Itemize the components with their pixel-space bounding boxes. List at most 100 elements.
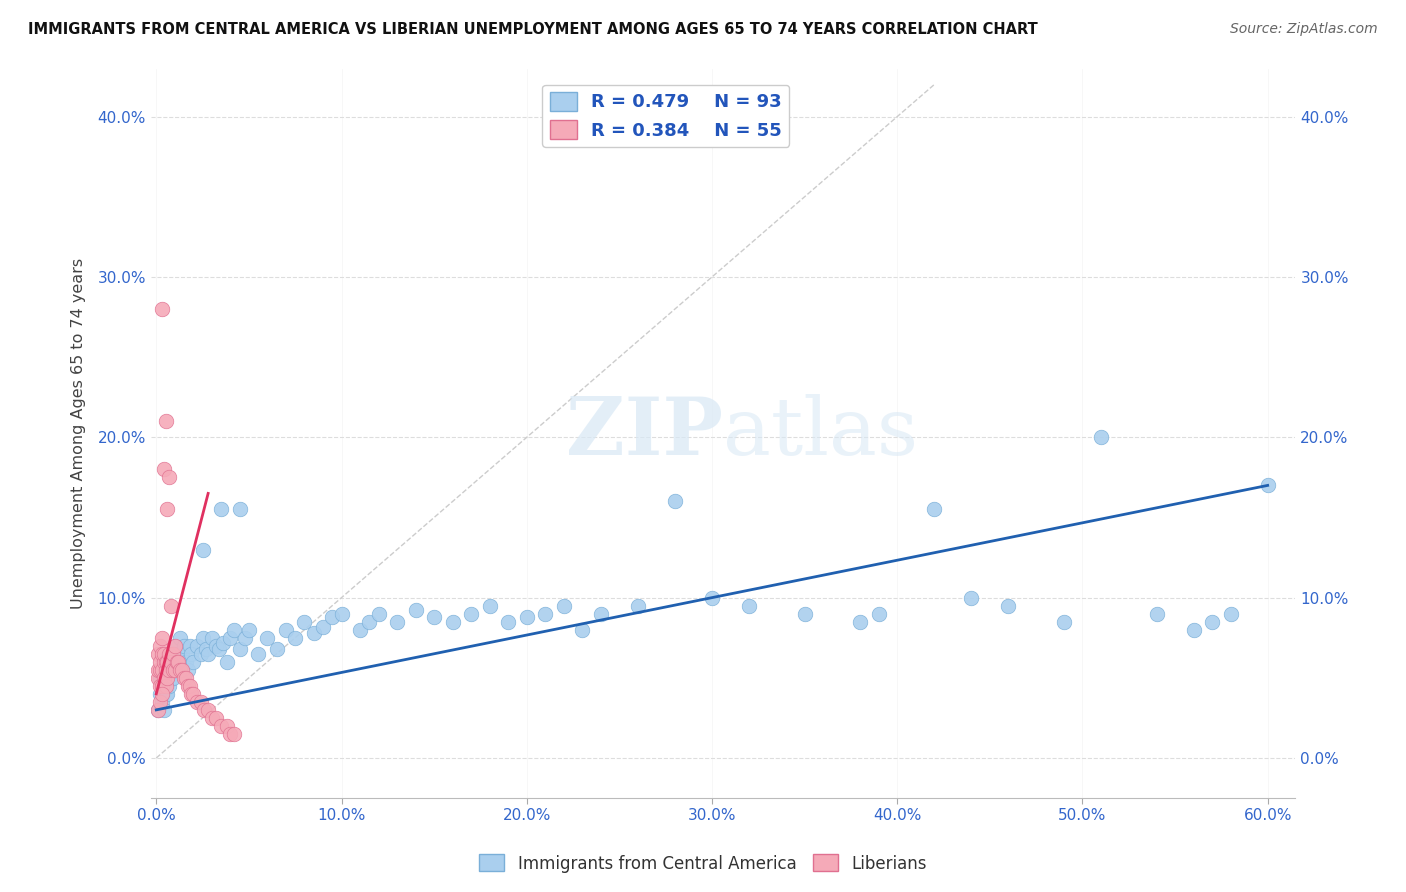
Point: [162, 671, 184, 685]
Point: [849, 615, 872, 629]
Point: [180, 687, 202, 701]
Point: [152, 679, 174, 693]
Point: [179, 679, 201, 693]
Point: [349, 623, 371, 637]
Point: [150, 663, 173, 677]
Text: IMMIGRANTS FROM CENTRAL AMERICA VS LIBERIAN UNEMPLOYMENT AMONG AGES 65 TO 74 YEA: IMMIGRANTS FROM CENTRAL AMERICA VS LIBER…: [28, 22, 1038, 37]
Point: [152, 462, 174, 476]
Point: [233, 631, 256, 645]
Point: [215, 655, 238, 669]
Point: [180, 647, 202, 661]
Point: [169, 655, 191, 669]
Point: [146, 663, 169, 677]
Point: [186, 695, 208, 709]
Point: [209, 502, 232, 516]
Point: [156, 663, 179, 677]
Point: [274, 623, 297, 637]
Point: [321, 610, 343, 624]
Point: [193, 703, 215, 717]
Point: [150, 631, 173, 645]
Point: [150, 687, 173, 701]
Point: [922, 502, 945, 516]
Point: [312, 619, 335, 633]
Point: [156, 671, 179, 685]
Point: [359, 615, 381, 629]
Point: [186, 639, 208, 653]
Point: [190, 695, 212, 709]
Point: [157, 470, 180, 484]
Point: [405, 603, 427, 617]
Point: [155, 679, 177, 693]
Point: [149, 671, 172, 685]
Point: [1257, 478, 1279, 492]
Point: [146, 703, 169, 717]
Point: [868, 607, 890, 621]
Point: [166, 655, 188, 669]
Point: [149, 639, 172, 653]
Point: [1090, 430, 1112, 444]
Point: [571, 623, 593, 637]
Point: [960, 591, 983, 605]
Point: [266, 642, 288, 657]
Point: [1053, 615, 1076, 629]
Point: [441, 615, 464, 629]
Point: [157, 663, 180, 677]
Point: [181, 687, 204, 701]
Point: [150, 679, 173, 693]
Point: [204, 711, 226, 725]
Point: [150, 663, 173, 677]
Text: ZIP: ZIP: [567, 394, 723, 472]
Point: [190, 647, 212, 661]
Point: [172, 647, 194, 661]
Point: [163, 663, 186, 677]
Point: [174, 655, 197, 669]
Point: [204, 639, 226, 653]
Point: [997, 599, 1019, 613]
Point: [173, 671, 195, 685]
Point: [219, 727, 242, 741]
Point: [738, 599, 761, 613]
Point: [167, 647, 190, 661]
Point: [177, 663, 200, 677]
Point: [156, 687, 179, 701]
Point: [152, 671, 174, 685]
Point: [155, 655, 177, 669]
Point: [149, 655, 172, 669]
Point: [367, 607, 389, 621]
Point: [700, 591, 723, 605]
Point: [155, 687, 177, 701]
Point: [155, 663, 177, 677]
Point: [553, 599, 575, 613]
Point: [222, 623, 245, 637]
Point: [163, 639, 186, 653]
Point: [247, 647, 270, 661]
Point: [1182, 623, 1205, 637]
Point: [174, 671, 197, 685]
Point: [160, 647, 183, 661]
Point: [163, 639, 186, 653]
Point: [478, 599, 501, 613]
Point: [228, 502, 250, 516]
Point: [152, 655, 174, 669]
Point: [172, 663, 194, 677]
Point: [155, 671, 177, 685]
Point: [179, 639, 201, 653]
Point: [162, 663, 184, 677]
Point: [215, 719, 238, 733]
Point: [163, 663, 186, 677]
Point: [152, 703, 174, 717]
Point: [516, 610, 538, 624]
Point: [208, 642, 231, 657]
Text: atlas: atlas: [723, 394, 918, 472]
Point: [152, 647, 174, 661]
Point: [294, 615, 316, 629]
Point: [150, 301, 173, 316]
Point: [157, 679, 180, 693]
Point: [146, 671, 169, 685]
Point: [222, 727, 245, 741]
Point: [209, 719, 232, 733]
Point: [496, 615, 519, 629]
Point: [191, 542, 214, 557]
Point: [256, 631, 278, 645]
Point: [191, 631, 214, 645]
